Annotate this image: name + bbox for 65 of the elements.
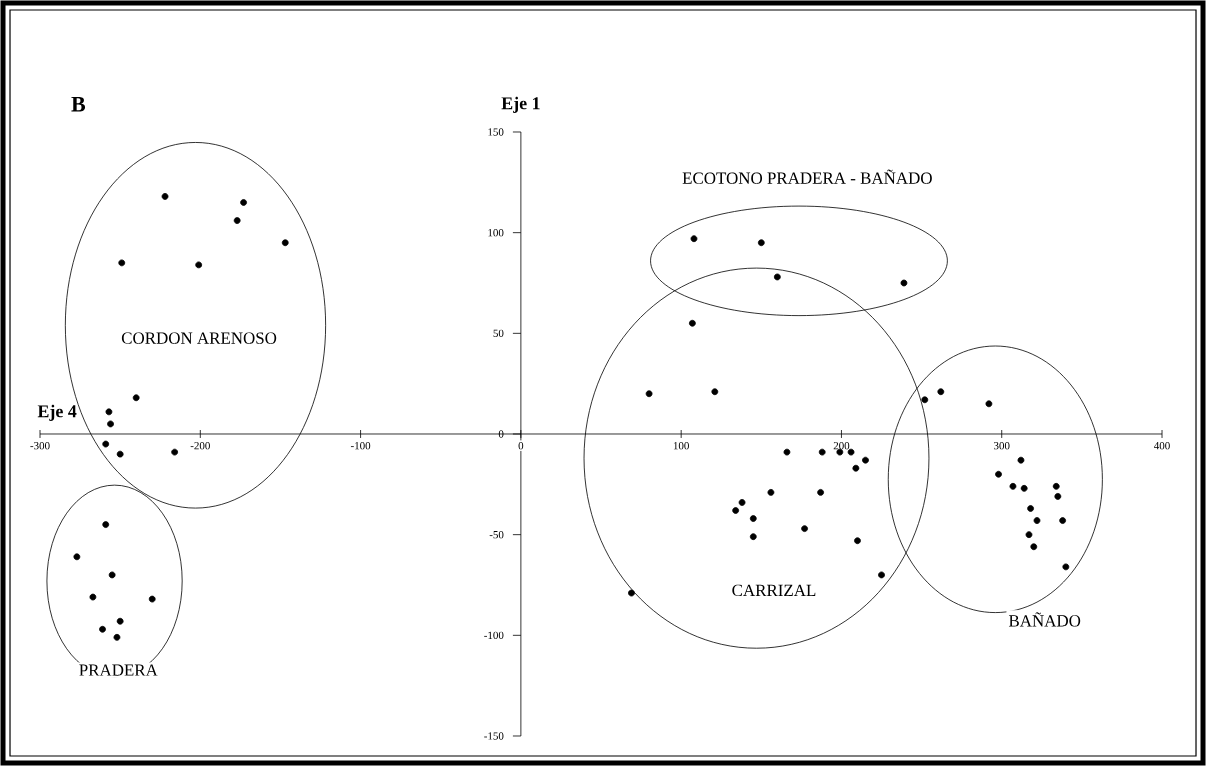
point [240,199,247,206]
point [921,396,929,404]
y-axis-title: Eje 1 [501,96,540,113]
point [757,239,765,247]
point [852,464,860,472]
point [107,420,114,428]
point [801,525,808,533]
point [132,394,140,402]
point [1054,493,1062,500]
point [645,390,653,398]
point [817,488,824,496]
point [767,488,775,496]
point [985,400,993,408]
point [1062,563,1070,571]
point [738,499,746,506]
annotation: ECOTONO PRADERA - BAÑADO [682,169,932,184]
point [900,279,908,287]
point [118,259,126,267]
annotation: CARRIZAL [732,584,816,597]
point [847,448,855,456]
point [690,235,698,243]
point [105,408,113,416]
point [116,450,124,458]
annotation: PRADERA [79,664,158,676]
annotation: BAÑADO [1008,612,1081,627]
point [113,633,121,641]
point [1052,482,1060,490]
point [749,515,757,522]
point [1020,484,1028,492]
chart-title: B [71,97,86,112]
point [1017,456,1025,464]
point [99,625,106,633]
point [862,456,869,464]
point [73,553,81,561]
point [818,448,826,456]
annotation: CORDON ARENOSO [121,332,277,344]
point [161,193,169,200]
point [854,537,861,545]
point [108,571,116,579]
point [1030,543,1038,551]
point [1025,531,1033,539]
point [711,388,719,396]
point [233,217,241,224]
point [102,440,110,448]
point [148,595,156,603]
point [628,589,635,597]
point [1027,505,1034,512]
point [732,507,740,514]
x-axis-title: Eje 4 [37,404,77,421]
point [783,448,791,456]
point [89,593,97,601]
point [116,617,124,625]
point [171,448,179,456]
point [1059,517,1067,524]
point [102,521,110,528]
point [688,319,696,327]
point [773,273,781,281]
point [1009,482,1017,490]
point [1033,517,1041,524]
point [937,388,945,396]
point [995,470,1002,478]
point [195,261,203,269]
point [749,533,757,541]
point [281,239,289,247]
point [878,571,885,579]
